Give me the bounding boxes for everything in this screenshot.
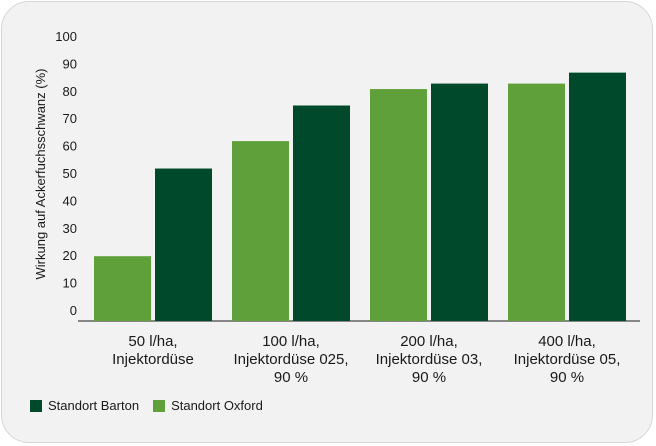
bar-barton-4: [569, 72, 626, 322]
category-label: 90 %: [274, 369, 308, 386]
bar-oxford-2: [232, 141, 289, 321]
legend: Standort Barton Standort Oxford: [30, 398, 269, 413]
y-axis-label: Wirkung auf Ackerfuchsschwanz (%): [33, 69, 48, 280]
legend-swatch: [30, 399, 42, 412]
y-tick-label: 40: [63, 193, 77, 208]
category-label: 200 l/ha,: [400, 333, 458, 350]
category-label: 50 l/ha,: [128, 333, 177, 350]
legend-item: Standort Oxford: [153, 398, 263, 413]
bar-oxford-3: [370, 89, 427, 321]
bar-barton-1: [155, 168, 212, 321]
bars: [94, 72, 626, 322]
y-tick-label: 80: [63, 84, 77, 99]
y-tick-label: 30: [63, 221, 77, 236]
y-tick-label: 0: [70, 303, 77, 318]
y-tick-label: 90: [63, 56, 77, 71]
category-label: 90 %: [550, 369, 584, 386]
category-label: 400 l/ha,: [538, 333, 596, 350]
legend-label: Standort Oxford: [171, 398, 263, 413]
y-tick-labels: 0 10 20 30 40 50 60 70 80 90 100: [55, 29, 77, 318]
legend-item: Standort Barton: [30, 398, 139, 413]
y-tick-label: 60: [63, 139, 77, 154]
bar-barton-3: [431, 83, 488, 321]
bar-oxford-1: [94, 256, 151, 321]
legend-swatch: [153, 399, 166, 412]
bar-oxford-4: [508, 83, 565, 321]
bar-barton-2: [293, 105, 350, 321]
category-label: Injektordüse 025,: [233, 351, 348, 368]
category-label: Injektordüse 03,: [376, 351, 483, 368]
category-label: Injektordüse 05,: [514, 351, 621, 368]
category-label: 100 l/ha,: [262, 333, 320, 350]
legend-label: Standort Barton: [48, 398, 140, 413]
y-tick-label: 70: [63, 111, 77, 126]
y-tick-label: 20: [63, 248, 77, 263]
y-tick-label: 50: [63, 166, 77, 181]
y-tick-label: 10: [63, 276, 77, 291]
y-tick-label: 100: [55, 29, 77, 44]
category-label: 90 %: [412, 369, 446, 386]
category-label: Injektordüse: [112, 351, 194, 368]
